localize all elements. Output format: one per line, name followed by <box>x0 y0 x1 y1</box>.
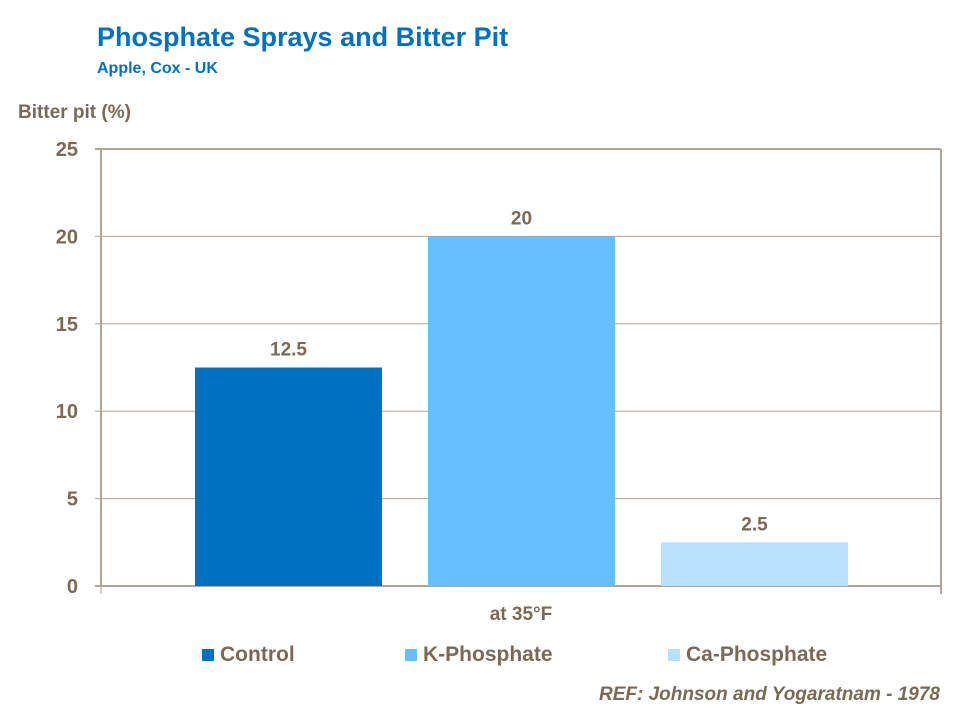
y-tick-label: 25 <box>56 139 78 161</box>
data-label: 12.5 <box>270 340 307 361</box>
legend-item-control: Control <box>202 643 295 667</box>
y-tick-label: 0 <box>67 576 78 598</box>
y-tick-label: 15 <box>56 314 78 336</box>
bar-control <box>195 367 382 586</box>
bar-k-phosphate <box>428 236 615 586</box>
legend-swatch <box>668 649 680 661</box>
chart-title: Phosphate Sprays and Bitter Pit <box>97 22 509 52</box>
data-label: 2.5 <box>741 514 768 535</box>
y-tick-label: 5 <box>67 489 78 511</box>
legend-label: Control <box>220 643 295 666</box>
legend-item-k-phosphate: K-Phosphate <box>405 643 553 667</box>
chart-subtitle: Apple, Cox - UK <box>97 60 218 77</box>
legend-swatch <box>202 649 214 661</box>
bar-ca-phosphate <box>661 542 848 586</box>
legend-swatch <box>405 649 417 661</box>
reference-note: REF: Johnson and Yogaratnam - 1978 <box>598 684 940 705</box>
legend-label: Ca-Phosphate <box>686 643 828 666</box>
y-axis-label: Bitter pit (%) <box>18 102 131 123</box>
y-tick-label: 10 <box>56 401 78 423</box>
data-label: 20 <box>511 208 532 229</box>
x-category-label: at 35°F <box>489 604 553 625</box>
legend-label: K-Phosphate <box>423 643 553 666</box>
y-tick-label: 20 <box>56 226 78 248</box>
legend-item-ca-phosphate: Ca-Phosphate <box>668 643 827 667</box>
